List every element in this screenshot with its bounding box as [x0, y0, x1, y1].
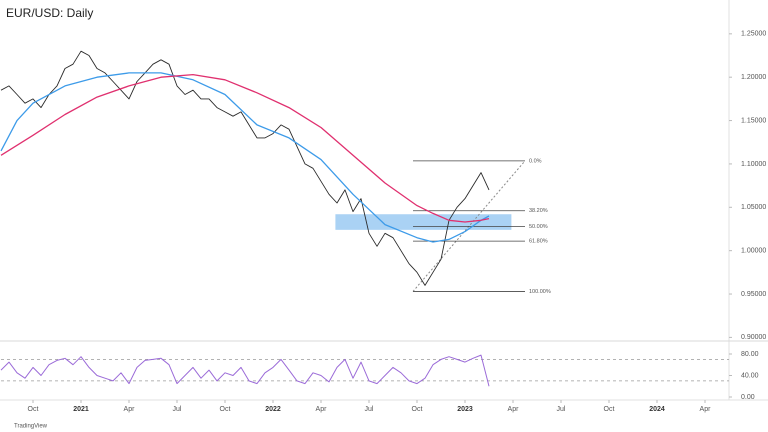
chart-title: EUR/USD: Daily	[6, 6, 93, 20]
y-tick-label: 0.95000	[741, 291, 766, 298]
x-tick-label: Jul	[173, 406, 182, 413]
fib-label: 0.0%	[529, 158, 542, 164]
x-tick-label: Oct	[28, 406, 39, 413]
fib-label: 38.20%	[529, 208, 548, 214]
y-tick-label: 80.00	[741, 351, 759, 358]
y-tick-label: 1.05000	[741, 204, 766, 211]
x-tick-label: Jul	[365, 406, 374, 413]
x-tick-label: 2022	[265, 406, 281, 413]
fib-label: 50.00%	[529, 224, 548, 230]
x-tick-label: Oct	[220, 406, 231, 413]
plot-layer: 0.90000 0.95000 1.00000 1.05000 1.10000 1.150…	[0, 31, 766, 413]
fib-label: 61.80%	[529, 239, 548, 245]
y-tick-label: 1.15000	[741, 117, 766, 124]
x-tick-label: 2021	[73, 406, 89, 413]
x-tick-label: Jul	[557, 406, 566, 413]
x-tick-label: Apr	[700, 406, 712, 413]
watermark: TradingView	[14, 424, 48, 430]
x-tick-label: Apr	[124, 406, 136, 413]
y-tick-label: 0.90000	[741, 334, 766, 341]
support-zone	[335, 214, 512, 230]
fib-label: 100.00%	[529, 289, 551, 295]
x-tick-label: 2023	[457, 406, 473, 413]
y-tick-label: 1.00000	[741, 248, 766, 255]
x-tick-label: Apr	[508, 406, 520, 413]
y-tick-label: 0.00	[741, 394, 755, 401]
x-tick-label: 2024	[649, 406, 665, 413]
y-tick-label: 1.10000	[741, 161, 766, 168]
series-line	[0, 73, 490, 223]
y-tick-label: 1.25000	[741, 31, 766, 38]
x-tick-label: Oct	[412, 406, 423, 413]
x-tick-label: Oct	[604, 406, 615, 413]
y-tick-label: 1.20000	[741, 74, 766, 81]
series-line	[0, 72, 490, 243]
series-line	[0, 50, 490, 286]
y-tick-label: 40.00	[741, 372, 759, 379]
x-tick-label: Apr	[316, 406, 328, 413]
rsi-line	[0, 354, 490, 387]
